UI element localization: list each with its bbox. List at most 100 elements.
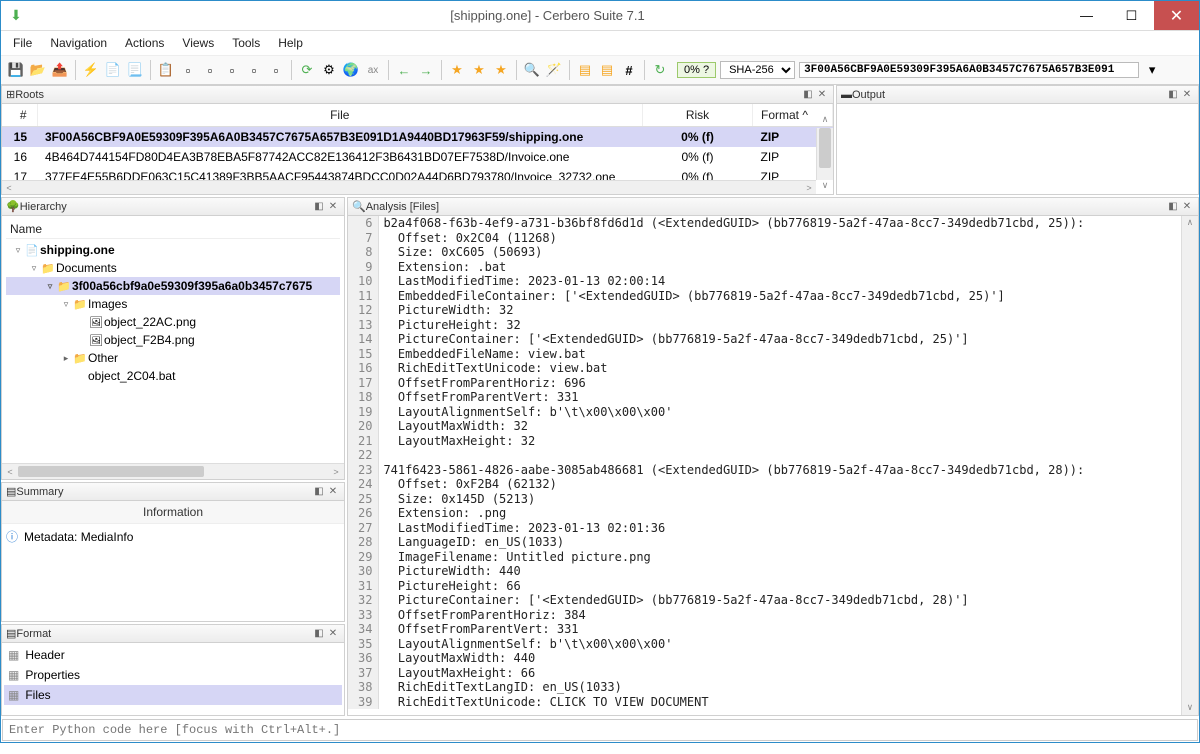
menu-actions[interactable]: Actions (117, 34, 172, 52)
close-panel-icon[interactable]: ✕ (326, 486, 340, 497)
star1-icon[interactable]: ★ (448, 61, 466, 79)
code-line: 38 RichEditTextLangID: en_US(1033) (348, 680, 1084, 695)
code-line: 24 Offset: 0xF2B4 (62132) (348, 477, 1084, 492)
hierarchy-hscroll[interactable]: < > (2, 463, 344, 479)
doc-icon[interactable]: 📃 (126, 61, 144, 79)
close-panel-icon[interactable]: ✕ (1180, 201, 1194, 212)
undock-icon[interactable]: ◧ (312, 486, 326, 497)
undock-icon[interactable]: ◧ (312, 628, 326, 639)
roots-vscroll[interactable]: ∧ ∨ (816, 128, 833, 180)
scroll-right-icon[interactable]: > (802, 181, 816, 194)
menu-help[interactable]: Help (270, 34, 311, 52)
summary-meta[interactable]: Metadata: MediaInfo (24, 530, 133, 544)
code-line: 30 PictureWidth: 440 (348, 564, 1084, 579)
save-icon[interactable]: 💾 (7, 61, 25, 79)
tree-node[interactable]: ▸📁Other (6, 349, 340, 367)
dropdown-icon[interactable]: ▾ (1143, 61, 1161, 79)
scroll-up-icon[interactable]: ∧ (1182, 216, 1198, 230)
table-row[interactable]: 153F00A56CBF9A0E59309F395A6A0B3457C7675A… (2, 127, 833, 148)
format-item-header[interactable]: ▦Header (4, 645, 342, 665)
code-line: 39 RichEditTextUnicode: CLICK TO VIEW DO… (348, 695, 1084, 710)
reload-icon[interactable]: ↻ (651, 61, 669, 79)
maximize-button[interactable]: ☐ (1109, 1, 1154, 30)
box4-icon[interactable]: ▫ (245, 61, 263, 79)
menu-file[interactable]: File (5, 34, 40, 52)
analysis-vscroll[interactable]: ∧ ∨ (1181, 216, 1198, 715)
gear-icon[interactable]: ⚙ (320, 61, 338, 79)
search-icon: 🔍 (352, 200, 366, 213)
scroll-down-icon[interactable]: ∨ (817, 180, 833, 194)
close-panel-icon[interactable]: ✕ (326, 628, 340, 639)
undock-icon[interactable]: ◧ (1166, 201, 1180, 212)
tree-node[interactable]: object_2C04.bat (6, 367, 340, 385)
col-file[interactable]: File (37, 104, 643, 127)
tree-node[interactable]: ▿📁3f00a56cbf9a0e59309f395a6a0b3457c7675 (6, 277, 340, 295)
scroll-left-icon[interactable]: < (2, 464, 18, 479)
tree-node[interactable]: ▿📄shipping.one (6, 241, 340, 259)
star3-icon[interactable]: ★ (492, 61, 510, 79)
new-icon[interactable]: 📄 (104, 61, 122, 79)
earth-icon[interactable]: 🌍 (342, 61, 360, 79)
scroll-left-icon[interactable]: < (2, 181, 16, 194)
box3-icon[interactable]: ▫ (223, 61, 241, 79)
code-line: 28 LanguageID: en_US(1033) (348, 535, 1084, 550)
view1-icon[interactable]: ▤ (576, 61, 594, 79)
close-panel-icon[interactable]: ✕ (1180, 89, 1194, 100)
tree-node[interactable]: 🖼object_22AC.png (6, 313, 340, 331)
close-panel-icon[interactable]: ✕ (815, 89, 829, 100)
table-row[interactable]: 164B464D744154FD80D4EA3B78EBA5F87742ACC8… (2, 147, 833, 167)
output-icon: ▬ (841, 89, 852, 101)
risk-badge[interactable]: 0% ? (677, 62, 716, 78)
undock-icon[interactable]: ◧ (312, 201, 326, 212)
scroll-down-icon[interactable]: ∨ (1182, 701, 1198, 715)
col-risk[interactable]: Risk (643, 104, 753, 127)
menu-navigation[interactable]: Navigation (42, 34, 115, 52)
wand-icon[interactable]: 🪄 (545, 61, 563, 79)
flash-icon[interactable]: ⚡ (82, 61, 100, 79)
ax-icon[interactable]: ax (364, 61, 382, 79)
hash-icon[interactable]: # (620, 61, 638, 79)
view2-icon[interactable]: ▤ (598, 61, 616, 79)
star2-icon[interactable]: ★ (470, 61, 488, 79)
scroll-right-icon[interactable]: > (328, 464, 344, 479)
forward-icon[interactable]: → (417, 61, 435, 79)
code-line: 34 OffsetFromParentVert: 331 (348, 622, 1084, 637)
python-console[interactable] (2, 719, 1198, 741)
console-input[interactable] (3, 721, 1197, 739)
back-icon[interactable]: ← (395, 61, 413, 79)
tree-node[interactable]: ▿📁Images (6, 295, 340, 313)
undock-icon[interactable]: ◧ (801, 89, 815, 100)
format-item-files[interactable]: ▦Files (4, 685, 342, 705)
open-icon[interactable]: 📂 (29, 61, 47, 79)
close-panel-icon[interactable]: ✕ (326, 201, 340, 212)
roots-hscroll[interactable]: < > (2, 180, 816, 194)
hash-value-input[interactable] (799, 62, 1139, 78)
roots-panel: ⊞ Roots ◧ ✕ # File Risk Format ^ 153F00A… (1, 85, 834, 195)
refresh-icon[interactable]: ⟳ (298, 61, 316, 79)
minimize-button[interactable]: — (1064, 1, 1109, 30)
summary-col-header: Information (2, 501, 344, 524)
box5-icon[interactable]: ▫ (267, 61, 285, 79)
col-num[interactable]: # (2, 104, 37, 127)
hash-type-select[interactable]: SHA-256 (720, 61, 795, 79)
box1-icon[interactable]: ▫ (179, 61, 197, 79)
tree-node[interactable]: 🖼object_F2B4.png (6, 331, 340, 349)
hierarchy-header[interactable]: Name (6, 220, 340, 239)
undock-icon[interactable]: ◧ (1166, 89, 1180, 100)
code-line: 9 Extension: .bat (348, 260, 1084, 275)
menu-views[interactable]: Views (174, 34, 222, 52)
info-icon: ⓘ (6, 528, 18, 545)
copy-icon[interactable]: 📋 (157, 61, 175, 79)
code-line: 31 PictureHeight: 66 (348, 579, 1084, 594)
menu-tools[interactable]: Tools (224, 34, 268, 52)
scroll-up-icon[interactable]: ∧ (817, 114, 833, 128)
box2-icon[interactable]: ▫ (201, 61, 219, 79)
code-line: 25 Size: 0x145D (5213) (348, 492, 1084, 507)
code-line: 29 ImageFilename: Untitled picture.png (348, 550, 1084, 565)
code-line: 15 EmbeddedFileName: view.bat (348, 347, 1084, 362)
search-icon[interactable]: 🔍 (523, 61, 541, 79)
tree-node[interactable]: ▿📁Documents (6, 259, 340, 277)
export-icon[interactable]: 📤 (51, 61, 69, 79)
close-button[interactable]: ✕ (1154, 1, 1199, 30)
format-item-properties[interactable]: ▦Properties (4, 665, 342, 685)
